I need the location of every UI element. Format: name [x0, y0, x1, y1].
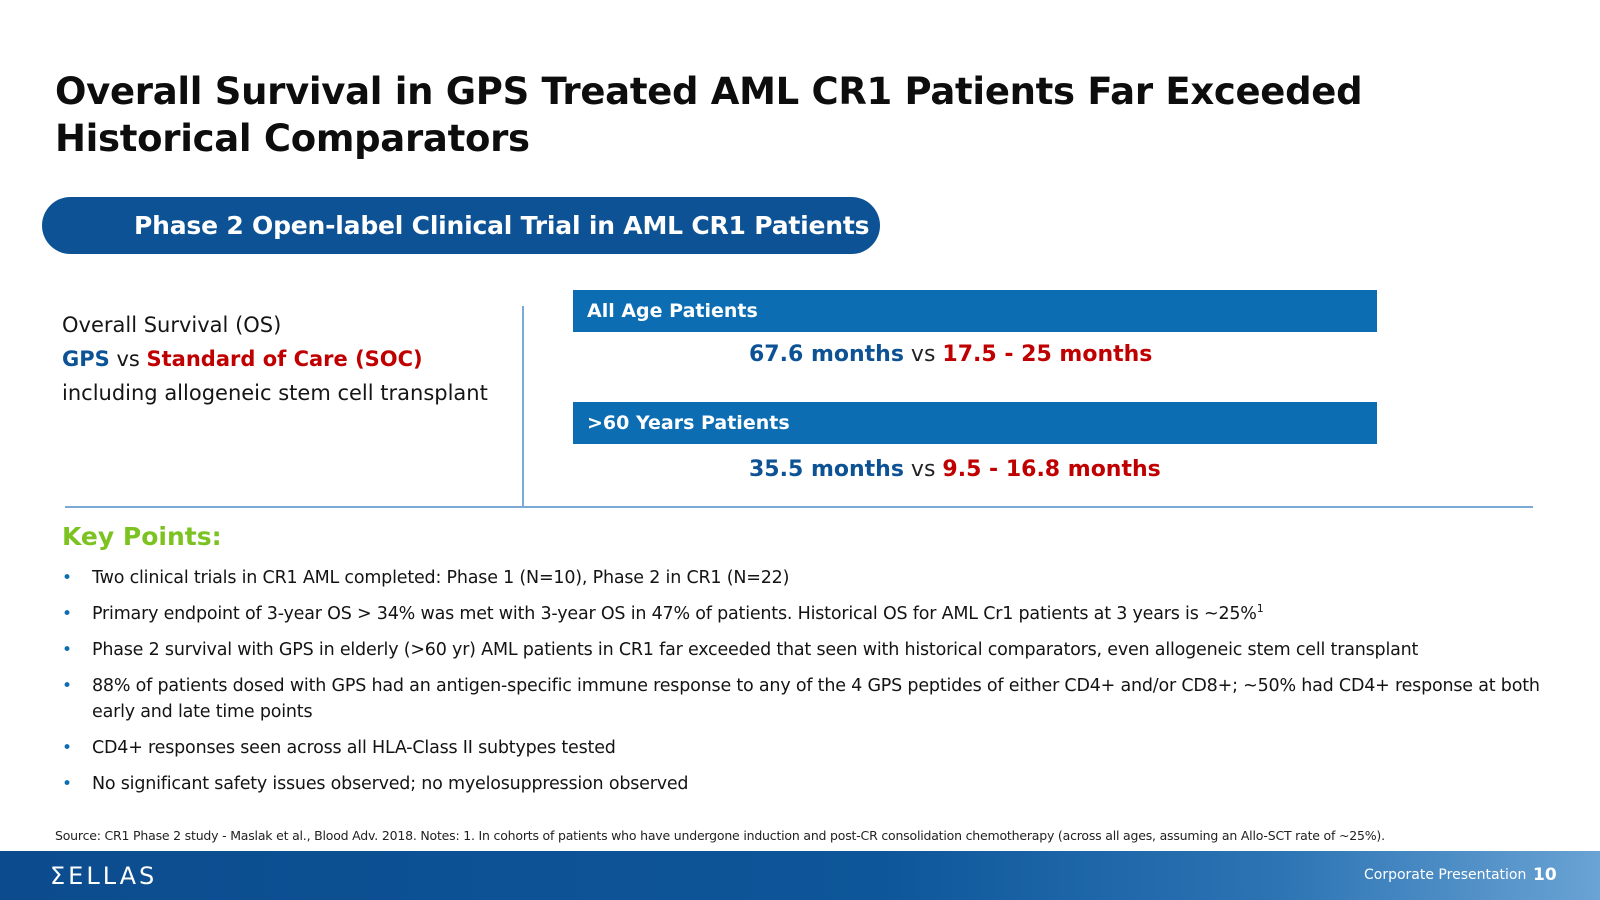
- bullet-icon: •: [62, 568, 72, 588]
- bullet-text: CD4+ responses seen across all HLA-Class…: [92, 738, 616, 758]
- os-summary-line1: Overall Survival (OS): [62, 313, 282, 337]
- group-comparison-all-age: 67.6 months vs 17.5 - 25 months: [749, 340, 1152, 370]
- footer-label: Corporate Presentation: [1364, 867, 1527, 883]
- page-number: 10: [1533, 865, 1557, 885]
- horizontal-divider: [65, 506, 1533, 508]
- gps-os-value: 67.6 months: [749, 342, 904, 367]
- source-note: Source: CR1 Phase 2 study - Maslak et al…: [55, 828, 1385, 843]
- trial-banner: Phase 2 Open-label Clinical Trial in AML…: [42, 197, 880, 254]
- os-summary: Overall Survival (OS) GPS vs Standard of…: [62, 308, 502, 410]
- slide-title-line2: Historical Comparators: [55, 117, 530, 160]
- bullet-text: 88% of patients dosed with GPS had an an…: [92, 676, 1540, 722]
- os-summary-line2: GPS vs Standard of Care (SOC): [62, 342, 502, 376]
- list-item: • 88% of patients dosed with GPS had an a…: [62, 673, 1562, 725]
- key-points-list: • Two clinical trials in CR1 AML complete…: [62, 565, 1562, 807]
- footer-bar: ΣELLAS Corporate Presentation 10: [0, 851, 1600, 900]
- list-item: • Primary endpoint of 3-year OS > 34% was…: [62, 601, 1562, 627]
- vertical-divider: [522, 306, 524, 506]
- list-item: • Two clinical trials in CR1 AML complete…: [62, 565, 1562, 591]
- group-header-over-60: >60 Years Patients: [573, 402, 1377, 444]
- list-item: • No significant safety issues observed; …: [62, 771, 1562, 797]
- bullet-icon: •: [62, 676, 72, 696]
- footnote-marker: 1: [1256, 602, 1264, 616]
- bullet-icon: •: [62, 640, 72, 660]
- bullet-text: Phase 2 survival with GPS in elderly (>6…: [92, 640, 1419, 660]
- gps-os-value: 35.5 months: [749, 457, 904, 482]
- soc-os-value: 9.5 - 16.8 months: [942, 457, 1161, 482]
- bullet-icon: •: [62, 604, 72, 624]
- bullet-icon: •: [62, 738, 72, 758]
- slide-title-line1: Overall Survival in GPS Treated AML CR1 …: [55, 70, 1363, 113]
- list-item: • Phase 2 survival with GPS in elderly (>…: [62, 637, 1562, 663]
- slide-title: Overall Survival in GPS Treated AML CR1 …: [55, 68, 1455, 162]
- bullet-text: Primary endpoint of 3-year OS > 34% was …: [92, 604, 1257, 624]
- group-header-all-age: All Age Patients: [573, 290, 1377, 332]
- vs-label: vs: [116, 347, 140, 371]
- vs-label: vs: [910, 457, 936, 482]
- group-comparison-over-60: 35.5 months vs 9.5 - 16.8 months: [749, 455, 1161, 485]
- soc-os-value: 17.5 - 25 months: [942, 342, 1153, 367]
- bullet-text: Two clinical trials in CR1 AML completed…: [92, 568, 790, 588]
- vs-label: vs: [910, 342, 936, 367]
- key-points-heading: Key Points:: [62, 522, 222, 551]
- gps-label: GPS: [62, 347, 110, 371]
- list-item: • CD4+ responses seen across all HLA-Clas…: [62, 735, 1562, 761]
- bullet-icon: •: [62, 774, 72, 794]
- soc-label: Standard of Care (SOC): [146, 347, 423, 371]
- bullet-text: No significant safety issues observed; n…: [92, 774, 689, 794]
- company-logo: ΣELLAS: [50, 862, 158, 890]
- os-summary-line3: including allogeneic stem cell transplan…: [62, 381, 488, 405]
